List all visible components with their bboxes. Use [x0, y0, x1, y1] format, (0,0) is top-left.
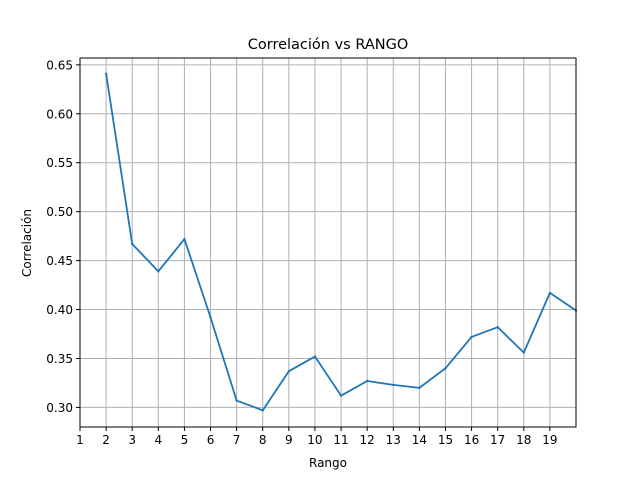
plot-frame [79, 57, 577, 428]
data-point [496, 325, 499, 329]
data-point [183, 237, 186, 241]
chart-title: Correlación vs RANGO [248, 37, 409, 53]
data-point [522, 351, 525, 354]
x-tick-label: 5 [181, 433, 189, 447]
series-layer [104, 72, 578, 412]
data-point [209, 316, 212, 319]
data-point [365, 379, 369, 383]
data-point [392, 383, 395, 387]
y-tick-label: 0.55 [46, 156, 73, 170]
x-axis-title: Rango [309, 456, 347, 470]
grid [79, 58, 576, 427]
x-tick-label: 14 [412, 433, 427, 447]
x-tick-label: 6 [207, 433, 215, 447]
y-axis-ticks: 0.30 0.35 0.40 0.45 0.50 0.55 0.60 0.65 [46, 58, 80, 415]
data-point [313, 355, 317, 358]
data-point [287, 370, 291, 373]
x-tick-label: 10 [307, 433, 322, 447]
data-point [157, 270, 160, 273]
x-tick-label: 12 [360, 433, 375, 447]
y-tick-label: 0.65 [46, 58, 73, 72]
y-tick-label: 0.35 [46, 352, 73, 366]
y-axis-title: Correlación [20, 209, 34, 277]
x-tick-label: 4 [154, 433, 162, 447]
plot-area [80, 58, 576, 427]
data-point [548, 291, 552, 295]
x-tick-label: 19 [542, 433, 557, 447]
x-tick-label: 15 [438, 433, 453, 447]
data-point [418, 386, 421, 390]
y-tick-label: 0.45 [46, 254, 73, 268]
x-tick-label: 2 [102, 433, 110, 447]
y-tick-label: 0.50 [46, 205, 73, 219]
x-tick-label: 8 [259, 433, 267, 447]
x-tick-label: 7 [233, 433, 241, 447]
x-tick-label: 13 [386, 433, 401, 447]
y-tick-label: 0.60 [46, 107, 73, 121]
data-point [235, 399, 238, 402]
data-point [470, 335, 473, 339]
x-tick-label: 11 [333, 433, 348, 447]
y-tick-label: 0.40 [46, 303, 73, 317]
data-point [339, 394, 343, 397]
y-tick-label: 0.30 [46, 401, 73, 415]
x-tick-label: 18 [516, 433, 531, 447]
data-point [131, 242, 134, 246]
x-axis-ticks: 1 2 3 4 5 6 7 8 9 10 11 12 13 14 15 16 17 18 19 [76, 427, 558, 447]
x-tick-label: 1 [76, 433, 84, 447]
data-point [104, 72, 108, 75]
x-tick-label: 16 [464, 433, 479, 447]
data-point [261, 409, 264, 412]
x-tick-label: 17 [490, 433, 505, 447]
data-point [444, 367, 447, 370]
x-tick-label: 3 [128, 433, 136, 447]
x-tick-label: 9 [285, 433, 293, 447]
